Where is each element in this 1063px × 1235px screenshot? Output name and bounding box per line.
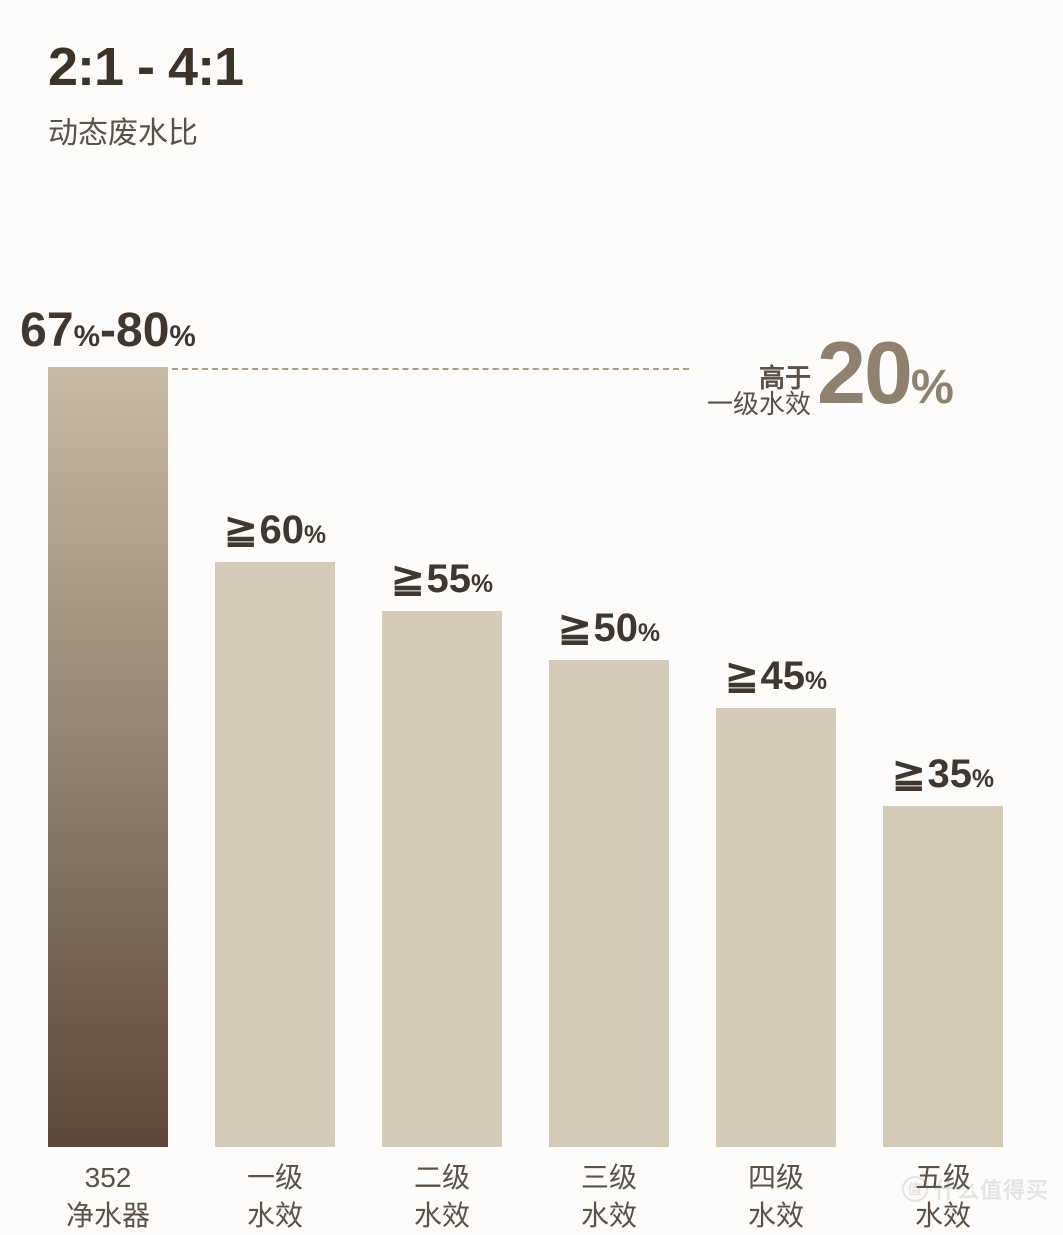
watermark-icon: 值 (902, 1176, 928, 1202)
chart-canvas: 2:1 - 4:1 动态废水比 67%-80% ≧60% ≧55% ≧50% ≧45% ≧… (0, 0, 1063, 1215)
annotation-line1: 高于 (759, 365, 811, 391)
bar-rect (716, 708, 836, 1147)
bar-rect (382, 611, 502, 1147)
x-axis-label: 三级水效 (549, 1159, 669, 1235)
annotation-text: 高于 一级水效 20% (707, 329, 952, 417)
header-subtitle: 动态废水比 (48, 108, 243, 152)
bar-value-label: ≧50% (558, 608, 660, 648)
x-axis-label: 352净水器 (48, 1159, 168, 1235)
bar-column: ≧45% (716, 656, 836, 1147)
bar-rect (549, 660, 669, 1148)
bar-value-label: ≧45% (725, 656, 827, 696)
x-axis-label: 一级水效 (215, 1159, 335, 1235)
x-axis-label: 二级水效 (382, 1159, 502, 1235)
annotation-big-number: 20% (817, 329, 952, 417)
bar-column: ≧35% (883, 754, 1003, 1147)
bar-value-label: ≧60% (224, 510, 326, 550)
annotation-line2: 一级水效 (707, 391, 811, 417)
bar-value-label: ≧35% (892, 754, 994, 794)
bar-rect (215, 562, 335, 1147)
watermark-text: 什么值得买 (934, 1173, 1049, 1205)
chart-header: 2:1 - 4:1 动态废水比 (48, 40, 243, 152)
bar-column: ≧60% (215, 510, 335, 1147)
watermark: 值 什么值得买 (902, 1173, 1049, 1205)
bar-column: ≧55% (382, 559, 502, 1147)
x-axis-label: 四级水效 (716, 1159, 836, 1235)
chart-plot-area: 67%-80%≧60%≧55%≧50%≧45%≧35% 高于 一级水效 20% (48, 367, 1015, 1147)
bar-column: 67%-80% (48, 307, 168, 1147)
x-axis-labels: 352净水器一级水效二级水效三级水效四级水效五级水效 (48, 1147, 1015, 1215)
header-title: 2:1 - 4:1 (48, 40, 243, 94)
bar-column: ≧50% (549, 608, 669, 1148)
bar-group: 67%-80%≧60%≧55%≧50%≧45%≧35% (48, 367, 1015, 1147)
bar-value-label: ≧55% (391, 559, 493, 599)
bar-rect (48, 367, 168, 1147)
bar-rect (883, 806, 1003, 1147)
bar-value-label: 67%-80% (20, 307, 196, 355)
reference-dashed-line (172, 368, 689, 370)
